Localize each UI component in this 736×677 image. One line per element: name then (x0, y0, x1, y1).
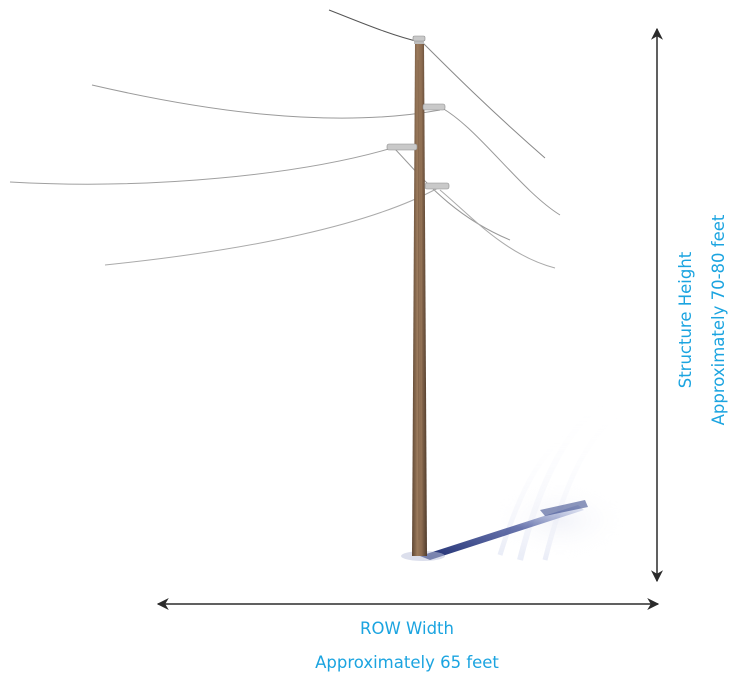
row-width-label: ROW Width (360, 619, 454, 638)
conductor-wires (9, 9, 561, 269)
insulator-icon (386, 35, 450, 190)
wire-shadows (490, 397, 630, 561)
structure-height-label: Structure Height (675, 251, 695, 389)
structure-height-value: Approximately 70-80 feet (708, 214, 728, 426)
row-width-value: Approximately 65 feet (315, 653, 499, 672)
wooden-utility-pole (412, 40, 427, 556)
